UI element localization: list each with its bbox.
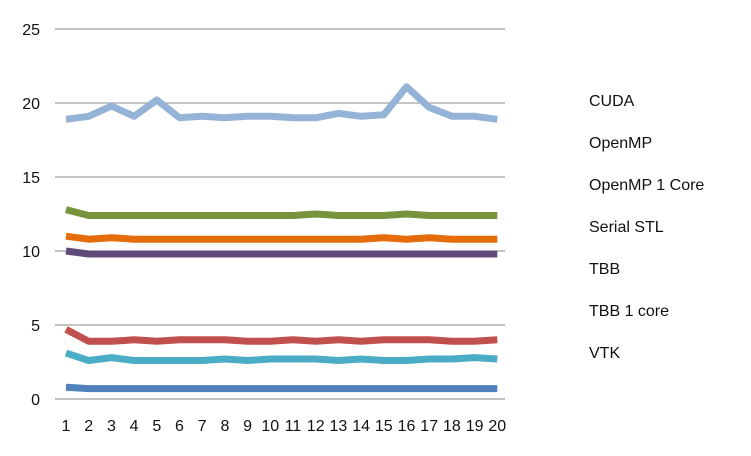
series-line-openmp-1-core xyxy=(65,232,498,243)
x-tick-label-3: 3 xyxy=(107,418,116,435)
x-tick-label-9: 9 xyxy=(243,418,252,435)
series-line-serial-stl xyxy=(65,247,498,258)
x-tick-label-12: 12 xyxy=(307,418,325,435)
series-line-tbb xyxy=(64,349,498,364)
x-tick-label-5: 5 xyxy=(152,418,161,435)
legend-entry-serial-stl: Serial STL xyxy=(589,219,664,236)
y-axis-tick-labels: 0 5 10 15 20 25 xyxy=(22,22,40,409)
x-tick-label-4: 4 xyxy=(130,418,139,435)
legend-entry-openmp: OpenMP xyxy=(589,135,653,152)
x-tick-label-17: 17 xyxy=(420,418,438,435)
x-tick-label-8: 8 xyxy=(220,418,229,435)
x-tick-label-15: 15 xyxy=(375,418,393,435)
series-line-cuda xyxy=(65,83,498,123)
x-tick-label-6: 6 xyxy=(175,418,184,435)
y-tick-label-15: 15 xyxy=(22,170,40,187)
y-tick-label-25: 25 xyxy=(22,22,40,39)
x-tick-label-11: 11 xyxy=(285,418,302,435)
y-tick-label-0: 0 xyxy=(31,392,40,409)
legend-entry-vtk: VTK xyxy=(589,345,621,362)
legend-entry-tbb: TBB xyxy=(589,261,621,278)
legend-entry-openmp-1-core: OpenMP 1 Core xyxy=(589,177,705,194)
x-tick-label-10: 10 xyxy=(261,418,279,435)
x-tick-label-2: 2 xyxy=(84,418,93,435)
x-tick-label-16: 16 xyxy=(398,418,416,435)
legend-entry-tbb-1-core: TBB 1 core xyxy=(589,303,670,320)
x-axis-tick-labels: 1 2 3 4 5 6 7 8 9 10 11 12 13 14 15 16 17 18 19 20 xyxy=(62,418,507,435)
x-tick-label-14: 14 xyxy=(352,418,370,435)
y-tick-label-10: 10 xyxy=(22,244,40,261)
x-tick-label-18: 18 xyxy=(443,418,461,435)
y-tick-label-5: 5 xyxy=(31,318,40,335)
series-line-openmp xyxy=(65,206,498,219)
x-tick-label-19: 19 xyxy=(466,418,484,435)
y-tick-label-20: 20 xyxy=(22,96,40,113)
x-tick-label-7: 7 xyxy=(198,418,207,435)
legend-entry-cuda: CUDA xyxy=(589,93,635,110)
x-tick-label-13: 13 xyxy=(330,418,348,435)
legend: CUDA OpenMP OpenMP 1 Core Serial STL TBB… xyxy=(589,89,749,383)
series-lines xyxy=(64,83,498,393)
series-line-vtk xyxy=(65,383,498,393)
x-tick-label-1: 1 xyxy=(62,418,71,435)
x-tick-label-20: 20 xyxy=(488,418,506,435)
series-line-tbb-1-core xyxy=(64,326,498,345)
